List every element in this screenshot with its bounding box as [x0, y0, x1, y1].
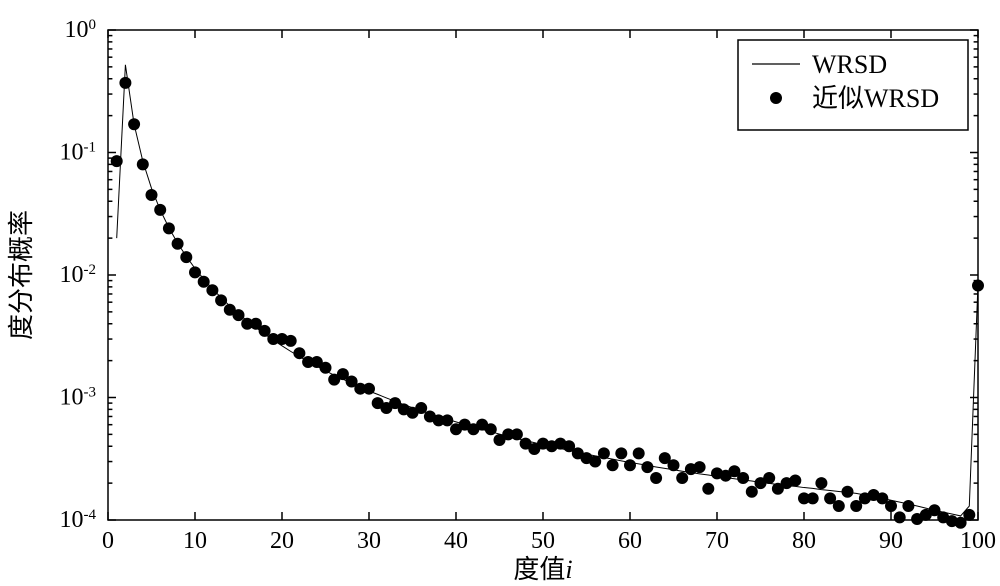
series-scatter-approx-wrsd: [111, 77, 984, 529]
x-tick-label: 0: [102, 528, 114, 554]
y-tick-label: 10-1: [60, 140, 97, 166]
y-tick-label: 10-3: [60, 385, 97, 411]
chart-container: 0 10 20 30 40 50 60 70 80 90 100 度值i 10-4 10-3 10-2 10-…: [0, 0, 1000, 586]
x-tick-label: 20: [270, 528, 294, 554]
data-point: [180, 251, 192, 263]
data-point: [293, 347, 305, 359]
data-point: [789, 475, 801, 487]
data-point: [137, 158, 149, 170]
data-point: [146, 189, 158, 201]
data-point: [902, 500, 914, 512]
data-point: [668, 459, 680, 471]
data-point: [972, 280, 984, 292]
data-point: [885, 500, 897, 512]
y-tick-label: 10-2: [60, 262, 97, 288]
data-point: [363, 383, 375, 395]
data-point: [737, 472, 749, 484]
y-axis-label: 度分布概率: [7, 210, 36, 340]
data-point: [511, 428, 523, 440]
data-point: [485, 423, 497, 435]
data-point: [163, 222, 175, 234]
legend-label: 近似WRSD: [812, 84, 939, 113]
data-point: [894, 511, 906, 523]
data-point: [676, 472, 688, 484]
x-tick-label: 70: [705, 528, 729, 554]
data-point: [111, 155, 123, 167]
data-point: [189, 266, 201, 278]
data-point: [607, 459, 619, 471]
data-point: [842, 486, 854, 498]
data-point: [259, 325, 271, 337]
data-point: [320, 362, 332, 374]
data-point: [128, 118, 140, 130]
data-point: [415, 402, 427, 414]
x-tick-label: 100: [960, 528, 996, 554]
data-point: [615, 447, 627, 459]
data-point: [441, 414, 453, 426]
data-point: [807, 492, 819, 504]
legend-label: WRSD: [812, 50, 887, 79]
data-point: [233, 309, 245, 321]
x-tick-label: 80: [792, 528, 816, 554]
x-tick-label: 50: [531, 528, 555, 554]
legend-sample-marker: [770, 92, 782, 104]
chart-svg: 0 10 20 30 40 50 60 70 80 90 100 度值i 10-4 10-3 10-2 10-…: [0, 0, 1000, 586]
data-point: [215, 294, 227, 306]
data-point: [963, 509, 975, 521]
data-point: [694, 461, 706, 473]
data-point: [589, 456, 601, 468]
x-axis-label: 度值i: [513, 555, 572, 584]
x-tick-label: 60: [618, 528, 642, 554]
data-point: [702, 483, 714, 495]
data-point: [641, 461, 653, 473]
y-tick-label: 100: [65, 17, 97, 43]
data-point: [206, 284, 218, 296]
data-point: [815, 477, 827, 489]
data-point: [763, 472, 775, 484]
data-point: [119, 77, 131, 89]
data-point: [650, 472, 662, 484]
data-point: [198, 276, 210, 288]
data-point: [285, 335, 297, 347]
data-point: [172, 238, 184, 250]
x-tick-label: 40: [444, 528, 468, 554]
data-point: [154, 204, 166, 216]
y-tick-label: 10-4: [60, 507, 97, 533]
x-tick-label: 30: [357, 528, 381, 554]
data-point: [746, 486, 758, 498]
data-point: [633, 447, 645, 459]
data-point: [833, 500, 845, 512]
x-tick-label: 90: [879, 528, 903, 554]
data-point: [624, 459, 636, 471]
x-tick-label: 10: [183, 528, 207, 554]
data-point: [598, 447, 610, 459]
